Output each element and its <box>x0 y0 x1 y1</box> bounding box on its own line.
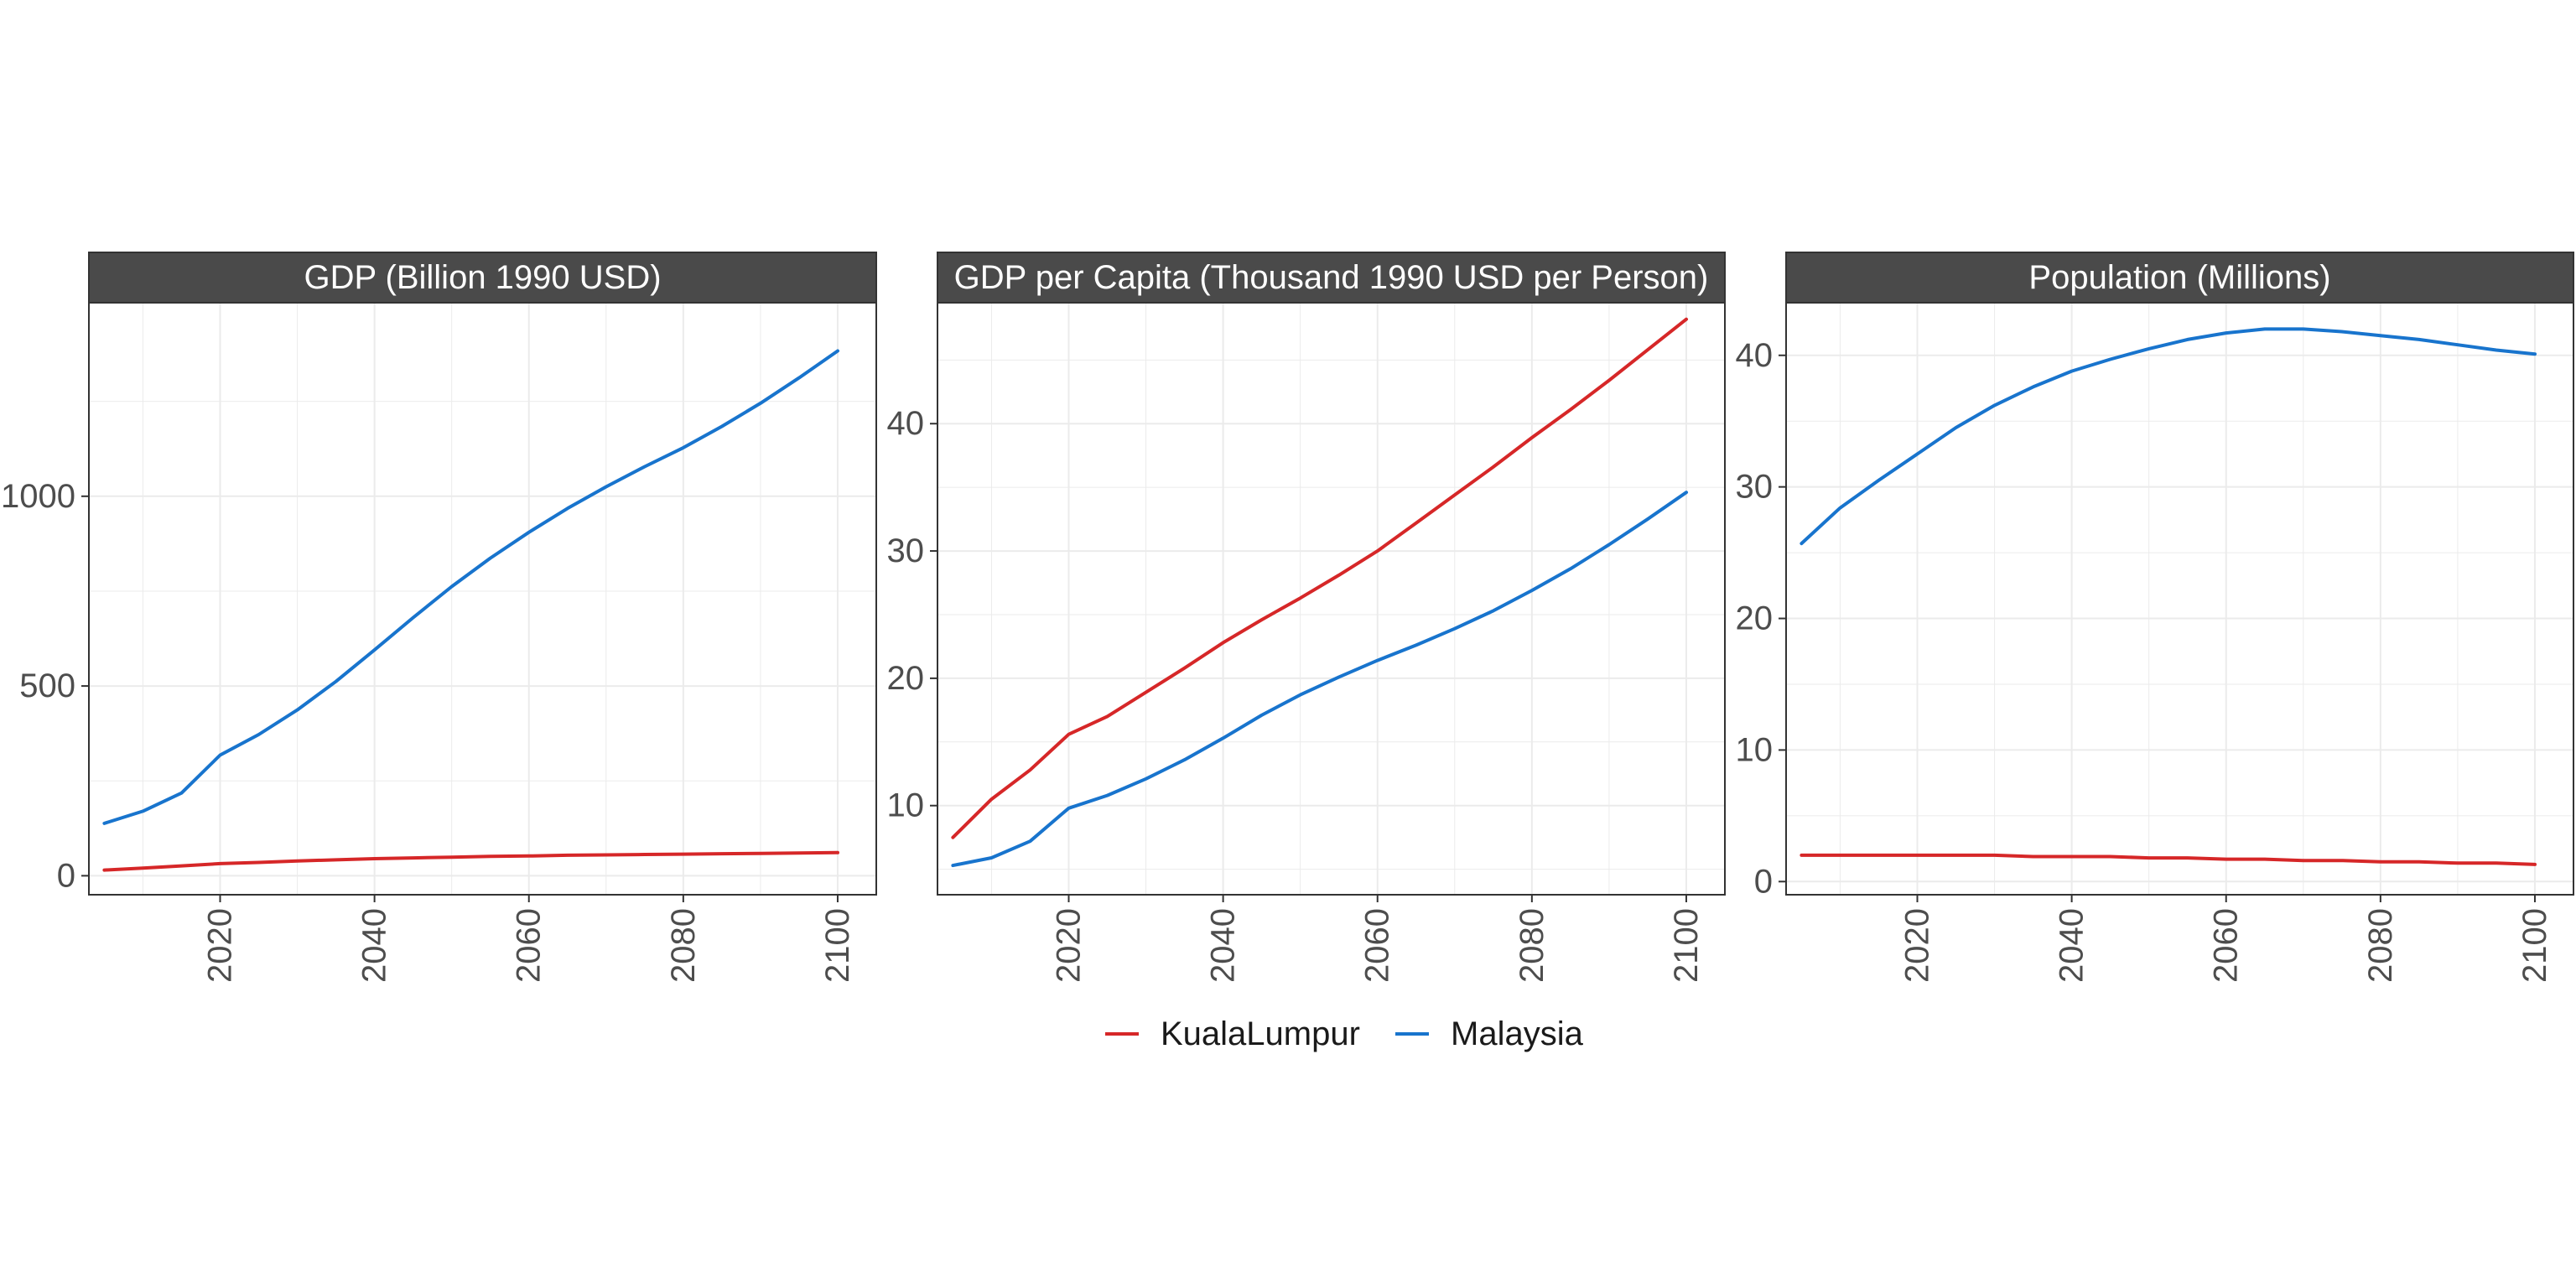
y-tick-label: 20 <box>887 660 925 697</box>
legend-item-malaysia: Malaysia <box>1395 1015 1584 1052</box>
panel-gdp: GDP (Billion 1990 USD) 0 500 1000 2020 2040 2… <box>1 252 877 983</box>
y-tick-label: 20 <box>1736 600 1774 637</box>
x-tick-label: 2040 <box>2054 908 2090 983</box>
y-tick-label: 40 <box>1736 337 1774 374</box>
plot-area-population <box>1786 303 2573 895</box>
panel-gdp-per-capita: GDP per Capita (Thousand 1990 USD per Pe… <box>887 252 1726 983</box>
panel-border-gdp-per-capita <box>937 302 1726 896</box>
series-lines-gdp-per-capita <box>951 317 1688 868</box>
strip-gdp-per-capita <box>937 252 1726 304</box>
x-tick-label: 2020 <box>1051 908 1088 983</box>
panel-border-gdp <box>88 302 877 896</box>
strip-gdp <box>88 252 877 304</box>
panel-title-gdp-per-capita: GDP per Capita (Thousand 1990 USD per Pe… <box>954 259 1709 296</box>
y-tick-label: 10 <box>1736 731 1774 768</box>
panel-border-population <box>1785 302 2574 896</box>
gridlines-gdp-per-capita <box>937 303 1725 895</box>
gridlines-gdp <box>89 303 876 895</box>
x-tick-label: 2060 <box>1359 908 1396 983</box>
x-tick-label: 2100 <box>2516 908 2553 983</box>
y-tick-label: 40 <box>887 405 925 442</box>
legend-item-kualalumpur: KualaLumpur <box>1105 1015 1360 1052</box>
axes-gdp-per-capita: 10 20 30 40 2020 2040 2060 2080 2100 <box>887 405 1705 983</box>
series-line-kualalumpur-gdp-per-capita <box>951 317 1688 839</box>
panel-title-population: Population (Millions) <box>2028 259 2330 296</box>
x-tick-label: 2080 <box>2362 908 2399 983</box>
series-lines-gdp <box>102 349 839 872</box>
x-tick-label: 2080 <box>665 908 702 983</box>
x-tick-label: 2060 <box>511 908 548 983</box>
y-tick-label: 30 <box>887 532 925 569</box>
gridlines-population <box>1786 303 2573 895</box>
y-tick-label: 1000 <box>1 478 75 515</box>
x-tick-label: 2100 <box>1668 908 1705 983</box>
axes-population: 0 10 20 30 40 2020 2040 2060 2080 2100 <box>1736 337 2553 983</box>
legend-label-kualalumpur: KualaLumpur <box>1161 1015 1360 1052</box>
legend: KualaLumpur Malaysia <box>1105 1015 1584 1052</box>
series-line-kualalumpur-gdp <box>102 850 839 872</box>
x-tick-label: 2020 <box>202 908 239 983</box>
y-tick-label: 500 <box>19 667 75 704</box>
panel-population: Population (Millions) 0 10 20 30 40 2020 2040 2… <box>1736 252 2574 983</box>
x-tick-label: 2040 <box>1205 908 1242 983</box>
y-tick-label: 0 <box>57 857 75 894</box>
x-tick-label: 2080 <box>1514 908 1550 983</box>
x-tick-label: 2040 <box>356 908 393 983</box>
series-lines-population <box>1800 327 2537 866</box>
y-tick-label: 0 <box>1754 863 1773 900</box>
series-line-malaysia-gdp-per-capita <box>951 491 1688 868</box>
x-tick-label: 2060 <box>2208 908 2245 983</box>
series-line-malaysia-population <box>1800 327 2537 546</box>
series-line-malaysia-gdp <box>102 349 839 825</box>
legend-label-malaysia: Malaysia <box>1451 1015 1584 1052</box>
y-tick-label: 30 <box>1736 469 1774 506</box>
strip-population <box>1785 252 2574 304</box>
plot-area-gdp <box>89 303 876 895</box>
y-tick-label: 10 <box>887 787 925 824</box>
x-tick-label: 2100 <box>819 908 856 983</box>
x-tick-label: 2020 <box>1899 908 1936 983</box>
axes-gdp: 0 500 1000 2020 2040 2060 2080 2100 <box>1 478 856 983</box>
series-line-kualalumpur-population <box>1800 853 2537 866</box>
panel-title-gdp: GDP (Billion 1990 USD) <box>304 259 661 296</box>
